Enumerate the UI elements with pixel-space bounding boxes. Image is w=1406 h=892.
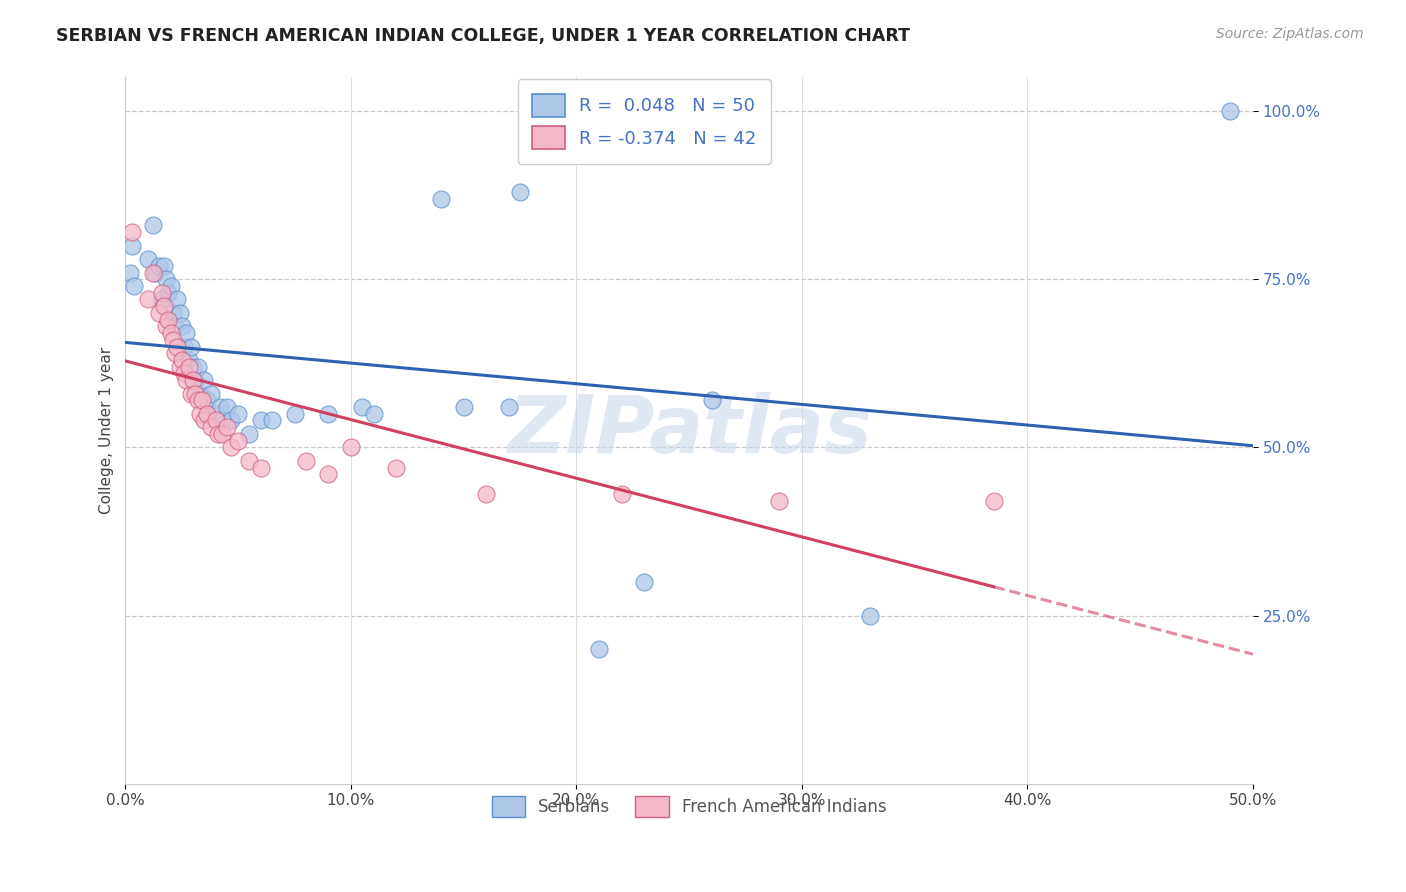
Point	[221, 441, 243, 455]
Point	[153, 299, 176, 313]
Point	[150, 293, 173, 307]
Point	[768, 494, 790, 508]
Point	[195, 407, 218, 421]
Point	[157, 285, 180, 300]
Point	[610, 487, 633, 501]
Legend: Serbians, French American Indians: Serbians, French American Indians	[484, 788, 896, 825]
Point	[700, 393, 723, 408]
Point	[148, 259, 170, 273]
Point	[1219, 104, 1241, 119]
Point	[187, 393, 209, 408]
Point	[153, 259, 176, 273]
Point	[352, 400, 374, 414]
Point	[295, 454, 318, 468]
Point	[215, 420, 238, 434]
Point	[221, 413, 243, 427]
Point	[118, 266, 141, 280]
Point	[859, 608, 882, 623]
Point	[633, 574, 655, 589]
Point	[181, 373, 204, 387]
Point	[193, 413, 215, 427]
Point	[249, 460, 271, 475]
Point	[165, 319, 187, 334]
Point	[211, 426, 233, 441]
Text: SERBIAN VS FRENCH AMERICAN INDIAN COLLEGE, UNDER 1 YEAR CORRELATION CHART: SERBIAN VS FRENCH AMERICAN INDIAN COLLEG…	[56, 27, 910, 45]
Point	[177, 359, 200, 374]
Point	[169, 306, 191, 320]
Point	[180, 386, 202, 401]
Point	[509, 185, 531, 199]
Point	[215, 400, 238, 414]
Point	[195, 393, 218, 408]
Point	[318, 407, 340, 421]
Point	[170, 353, 193, 368]
Point	[498, 400, 520, 414]
Point	[143, 266, 166, 280]
Point	[588, 642, 610, 657]
Point	[200, 420, 222, 434]
Point	[162, 306, 184, 320]
Point	[176, 326, 198, 340]
Point	[141, 219, 163, 233]
Point	[238, 426, 260, 441]
Point	[173, 339, 195, 353]
Text: Source: ZipAtlas.com: Source: ZipAtlas.com	[1216, 27, 1364, 41]
Point	[173, 367, 195, 381]
Point	[124, 279, 146, 293]
Point	[155, 319, 177, 334]
Point	[180, 339, 202, 353]
Point	[211, 413, 233, 427]
Point	[238, 454, 260, 468]
Point	[204, 407, 226, 421]
Point	[177, 353, 200, 368]
Point	[136, 293, 159, 307]
Point	[226, 407, 249, 421]
Point	[453, 400, 475, 414]
Point	[207, 426, 229, 441]
Point	[159, 326, 181, 340]
Point	[200, 386, 222, 401]
Point	[141, 266, 163, 280]
Point	[155, 272, 177, 286]
Point	[188, 407, 211, 421]
Point	[136, 252, 159, 266]
Point	[475, 487, 498, 501]
Point	[150, 285, 173, 300]
Point	[157, 312, 180, 326]
Point	[166, 339, 188, 353]
Point	[340, 441, 363, 455]
Point	[188, 386, 211, 401]
Point	[169, 359, 191, 374]
Point	[184, 373, 207, 387]
Y-axis label: College, Under 1 year: College, Under 1 year	[100, 347, 114, 514]
Point	[318, 467, 340, 482]
Point	[181, 359, 204, 374]
Point	[191, 393, 214, 408]
Point	[983, 494, 1005, 508]
Point	[430, 192, 453, 206]
Point	[121, 238, 143, 252]
Point	[165, 346, 187, 360]
Point	[385, 460, 408, 475]
Point	[162, 333, 184, 347]
Point	[209, 400, 232, 414]
Point	[121, 225, 143, 239]
Point	[176, 373, 198, 387]
Point	[226, 434, 249, 448]
Point	[170, 319, 193, 334]
Point	[148, 306, 170, 320]
Point	[260, 413, 283, 427]
Point	[187, 359, 209, 374]
Point	[284, 407, 307, 421]
Point	[204, 413, 226, 427]
Point	[363, 407, 385, 421]
Point	[193, 373, 215, 387]
Point	[184, 386, 207, 401]
Point	[159, 279, 181, 293]
Text: ZIPatlas: ZIPatlas	[506, 392, 872, 469]
Point	[166, 293, 188, 307]
Point	[249, 413, 271, 427]
